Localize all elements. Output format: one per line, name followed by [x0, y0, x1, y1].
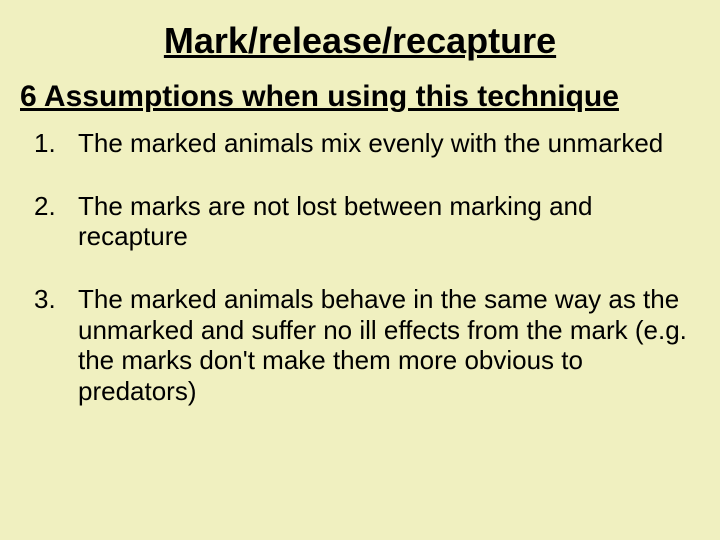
list-item: The marks are not lost between marking a…	[30, 191, 690, 252]
slide-container: Mark/release/recapture 6 Assumptions whe…	[0, 0, 720, 540]
assumptions-list: The marked animals mix evenly with the u…	[30, 128, 690, 407]
list-item: The marked animals mix evenly with the u…	[30, 128, 690, 159]
list-item: The marked animals behave in the same wa…	[30, 284, 690, 407]
slide-title: Mark/release/recapture	[30, 20, 690, 62]
slide-subtitle: 6 Assumptions when using this technique	[20, 80, 690, 114]
